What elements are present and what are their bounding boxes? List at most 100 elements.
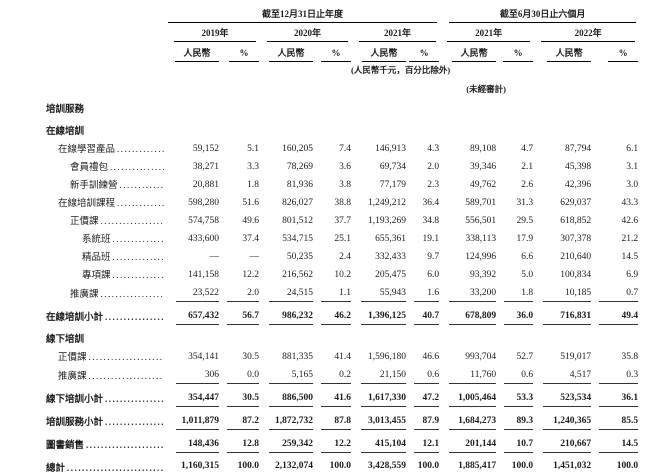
row-label-text: 會員禮包 xyxy=(70,163,109,173)
value-cell: 534,715 xyxy=(282,234,313,244)
value-cell: 259,342 xyxy=(259,430,313,453)
value-cell: 519,017 xyxy=(560,352,592,362)
dot-leader xyxy=(67,462,164,474)
percent-cell: 100.0 xyxy=(406,453,439,474)
percent-cell: 4.3 xyxy=(427,144,440,154)
dot-leader xyxy=(105,416,164,430)
percent-cell: 41.6 xyxy=(313,384,351,407)
table-row: 精品班 — — 50,235 2.4 332,433 9.7 124,996 6.6 210,64… xyxy=(28,247,638,265)
value-cell: 21,150 xyxy=(351,365,406,384)
value-cell: 5,165 xyxy=(259,365,313,384)
value-cell: 210,640 xyxy=(560,252,592,262)
row-label: 專項課 xyxy=(28,265,166,283)
dot-leader xyxy=(101,288,164,302)
percent-cell: 10.2 xyxy=(334,270,351,280)
percent-cell: 12.2 xyxy=(242,270,259,280)
table-row: 在線培訓課程 598,280 51.6 826,027 38.8 1,249,212 36.… xyxy=(28,193,638,211)
value-cell: 678,809 xyxy=(439,302,497,325)
percent-cell: 42.6 xyxy=(621,216,639,226)
percent-cell: 0.7 xyxy=(591,283,639,302)
value-cell: 33,200 xyxy=(439,283,497,302)
row-label: 圖書銷售 xyxy=(28,430,166,453)
value-cell: 216,562 xyxy=(282,270,313,280)
value-cell xyxy=(439,117,496,139)
percent-cell: 17.9 xyxy=(516,234,534,244)
percent-cell: 2.0 xyxy=(219,283,259,302)
value-cell: 801,512 xyxy=(282,216,313,226)
value-cell: 354,447 xyxy=(166,384,219,407)
table-row: 培訓服務小計 1,011,87987.21,872,73287.83,013,45… xyxy=(28,407,639,430)
value-cell: 1,617,330 xyxy=(351,384,406,407)
row-label: 精品班 xyxy=(28,247,166,265)
percent-cell: 52.7 xyxy=(516,352,534,362)
row-label: 正價課 xyxy=(28,211,166,229)
percent-cell: 5.0 xyxy=(521,270,534,280)
year-2020: 2020年 xyxy=(259,23,351,42)
percent-cell: — xyxy=(249,252,260,262)
row-label: 推廣課 xyxy=(28,365,166,384)
percent-header: % xyxy=(313,42,351,62)
dot-leader xyxy=(120,179,164,193)
table-row: 在線學習產品 59,152 5.1 160,205 7.4 146,913 4.3 89,10… xyxy=(28,139,638,157)
value-cell: 886,500 xyxy=(259,384,313,407)
value-cell: 1,885,417 xyxy=(439,453,496,474)
percent-cell xyxy=(313,117,351,139)
percent-cell: 30.5 xyxy=(219,384,259,407)
year-2022-interim: 2022年 xyxy=(533,23,638,42)
percent-cell: 1.1 xyxy=(313,283,351,302)
percent-cell: 1.6 xyxy=(406,283,440,302)
percent-cell: 41.4 xyxy=(334,352,351,362)
dot-leader xyxy=(110,161,164,175)
value-cell: 306 xyxy=(166,365,219,384)
percent-cell: 6.9 xyxy=(626,270,639,280)
percent-cell: 3.1 xyxy=(626,162,639,172)
dot-leader xyxy=(105,311,164,325)
value-cell: 50,235 xyxy=(286,252,313,262)
percent-cell: 2.4 xyxy=(339,252,351,262)
value-cell: 201,144 xyxy=(439,430,497,453)
percent-cell: 29.5 xyxy=(516,216,534,226)
value-cell: 1,193,269 xyxy=(368,216,406,226)
value-cell: 1,684,273 xyxy=(439,407,497,430)
row-label: 在線培訓 xyxy=(28,117,166,139)
value-cell: 618,852 xyxy=(560,216,592,226)
percent-cell: 14.5 xyxy=(591,430,639,453)
percent-cell: 87.8 xyxy=(313,407,351,430)
table-row: 在線培訓 xyxy=(28,117,638,139)
row-label-text: 新手訓練營 xyxy=(70,181,118,191)
row-label-text: 在線學習產品 xyxy=(58,145,116,155)
value-cell: 1,160,315 xyxy=(166,453,219,474)
value-cell: — xyxy=(209,252,220,262)
percent-cell: 36.0 xyxy=(496,302,534,325)
year-row: 2019年 2020年 2021年 2021年 2022年 xyxy=(28,23,638,42)
percent-cell xyxy=(591,325,638,347)
value-cell: 59,152 xyxy=(192,144,219,154)
value-cell: 1,005,464 xyxy=(439,384,497,407)
value-cell: 38,271 xyxy=(192,162,219,172)
empty-corner xyxy=(28,8,166,23)
value-cell: 1,596,180 xyxy=(368,352,406,362)
value-cell: 1,249,212 xyxy=(368,198,406,208)
row-label: 線下培訓 xyxy=(28,325,166,347)
value-cell: 146,913 xyxy=(375,144,406,154)
percent-cell: 3.0 xyxy=(626,180,639,190)
dot-leader xyxy=(89,370,164,384)
percent-cell: 19.1 xyxy=(422,234,440,244)
value-cell xyxy=(439,325,496,347)
value-cell: 4,517 xyxy=(533,365,592,384)
percent-cell xyxy=(219,325,259,347)
percent-cell: 46.6 xyxy=(422,352,440,362)
value-cell: 415,104 xyxy=(351,430,406,453)
row-label-text: 正價課 xyxy=(70,217,99,227)
percent-cell xyxy=(313,95,351,117)
value-cell: 881,335 xyxy=(282,352,313,362)
percent-cell: 40.7 xyxy=(406,302,440,325)
percent-cell: 30.5 xyxy=(242,352,259,362)
row-label-text: 培訓服務 xyxy=(46,105,85,115)
dot-leader xyxy=(89,351,164,365)
row-label: 新手訓練營 xyxy=(28,175,166,193)
row-label: 在線學習產品 xyxy=(28,139,166,157)
percent-cell: 6.0 xyxy=(427,270,440,280)
percent-cell: 2.6 xyxy=(521,180,534,190)
